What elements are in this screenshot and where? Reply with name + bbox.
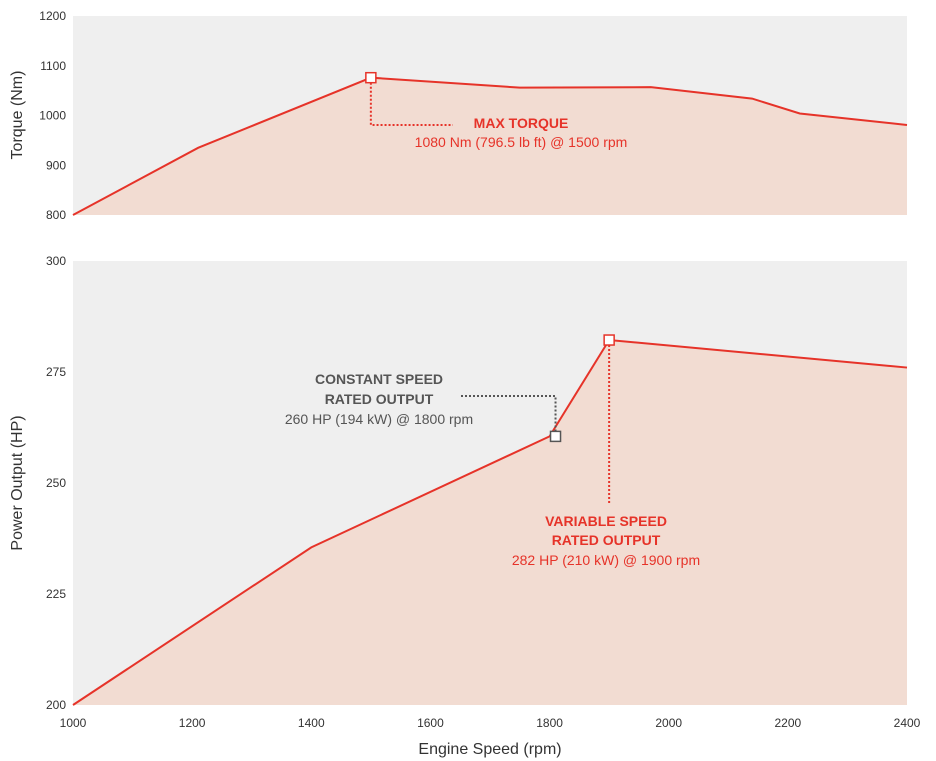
power-x-ticks: 1000 1200 1400 1600 1800 2000 2200 2400 [60, 716, 921, 730]
y-tick-label: 1200 [39, 9, 66, 23]
power-y-ticks: 200 225 250 275 300 [46, 254, 66, 712]
max-torque-detail: 1080 Nm (796.5 lb ft) @ 1500 rpm [415, 134, 628, 150]
x-tick-label: 1600 [417, 716, 444, 730]
torque-curve-line [72, 76, 908, 216]
variable-speed-title-line-2: RATED OUTPUT [552, 532, 661, 548]
torque-axis-title: Torque (Nm) [9, 71, 26, 160]
y-tick-label: 800 [46, 208, 66, 222]
torque-area-fill [73, 77, 907, 215]
power-axis-title: Power Output (HP) [9, 415, 26, 550]
x-tick-label: 1400 [298, 716, 325, 730]
power-curve-line [72, 338, 908, 706]
power-area-fill [73, 340, 907, 705]
x-tick-label: 2400 [894, 716, 921, 730]
y-tick-label: 200 [46, 698, 66, 712]
y-tick-label: 300 [46, 254, 66, 268]
y-tick-label: 900 [46, 158, 66, 172]
constant-speed-annotation: CONSTANT SPEED RATED OUTPUT 260 HP (194 … [285, 371, 562, 443]
variable-speed-marker [603, 334, 615, 346]
max-torque-title: MAX TORQUE [474, 115, 569, 131]
y-tick-label: 225 [46, 587, 66, 601]
max-torque-leader-line [369, 82, 453, 126]
variable-speed-detail: 282 HP (210 kW) @ 1900 rpm [512, 552, 700, 568]
y-tick-label: 250 [46, 476, 66, 490]
variable-speed-title-line-1: VARIABLE SPEED [545, 513, 667, 529]
constant-speed-title-line-1: CONSTANT SPEED [315, 371, 443, 387]
y-tick-label: 275 [46, 365, 66, 379]
x-tick-label: 1200 [179, 716, 206, 730]
constant-speed-title-line-2: RATED OUTPUT [325, 391, 434, 407]
x-axis-title: Engine Speed (rpm) [418, 741, 561, 758]
power-panel: 200 225 250 275 300 1000 1200 1400 1600 1800 2000… [9, 254, 921, 758]
torque-panel: 800 900 1000 1100 1200 Torque (Nm) MAX TORQU… [9, 9, 908, 222]
x-tick-label: 2200 [775, 716, 802, 730]
constant-speed-marker [549, 430, 562, 443]
y-tick-label: 1000 [39, 109, 66, 123]
x-tick-label: 1000 [60, 716, 87, 730]
x-tick-label: 2000 [655, 716, 682, 730]
max-torque-annotation: MAX TORQUE 1080 Nm (796.5 lb ft) @ 1500 … [365, 71, 628, 150]
y-tick-label: 1100 [40, 59, 66, 73]
torque-y-ticks: 800 900 1000 1100 1200 [39, 9, 66, 222]
x-tick-label: 1800 [536, 716, 563, 730]
constant-speed-detail: 260 HP (194 kW) @ 1800 rpm [285, 411, 473, 427]
max-torque-marker [365, 71, 377, 84]
variable-speed-annotation: VARIABLE SPEED RATED OUTPUT 282 HP (210 … [512, 334, 700, 568]
